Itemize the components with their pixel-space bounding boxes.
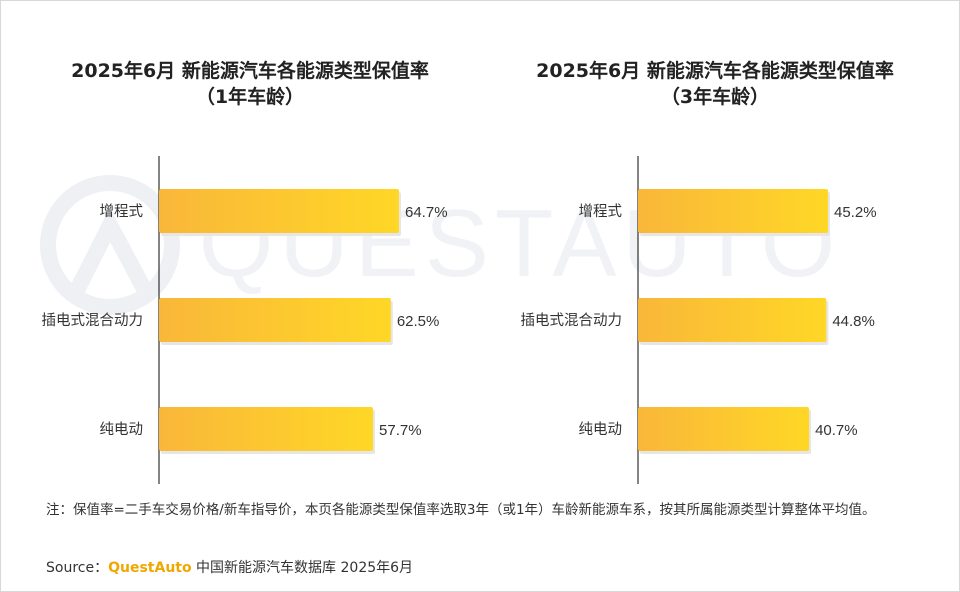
value-label: 57.7% [379,422,422,439]
value-label: 40.7% [815,422,858,439]
chart-title-1yr: 2025年6月 新能源汽车各能源类型保值率 （1年车龄） [20,58,480,110]
category-label: 插电式混合动力 [521,312,623,329]
bar-1 [159,189,399,233]
bar-2 [159,298,391,342]
chart-title-3yr: 2025年6月 新能源汽车各能源类型保值率 （3年车龄） [490,58,940,110]
category-label: 纯电动 [579,421,623,438]
bar-1 [638,189,828,233]
bar-3 [638,407,810,451]
chart-title-3yr-line1: 2025年6月 新能源汽车各能源类型保值率 [536,60,894,82]
bar-2 [638,298,827,342]
source-prefix: Source： [46,560,109,576]
footnote: 注：保值率=二手车交易价格/新车指导价，本页各能源类型保值率选取3年（或1年）车… [46,502,876,518]
value-label: 62.5% [397,313,440,330]
category-label: 增程式 [100,203,144,220]
chart-title-1yr-line2: （1年车龄） [195,86,305,108]
category-label: 增程式 [579,203,623,220]
chart-1yr: 增程式 64.7% 插电式混合动力 62.5% 纯电动 57.7% [42,156,448,484]
source-brand: QuestAuto [108,560,192,576]
value-label: 64.7% [405,204,448,221]
source-line: Source：QuestAuto 中国新能源汽车数据库 2025年6月 [46,557,413,577]
bar-3 [159,407,374,451]
category-label: 插电式混合动力 [42,312,144,329]
value-label: 44.8% [832,313,875,330]
category-label: 纯电动 [100,421,144,438]
source-rest: 中国新能源汽车数据库 2025年6月 [191,560,414,576]
chart-title-1yr-line1: 2025年6月 新能源汽车各能源类型保值率 [71,60,429,82]
value-label: 45.2% [834,204,877,221]
chart-title-3yr-line2: （3年车龄） [660,86,770,108]
chart-3yr: 增程式 45.2% 插电式混合动力 44.8% 纯电动 40.7% [521,156,877,484]
